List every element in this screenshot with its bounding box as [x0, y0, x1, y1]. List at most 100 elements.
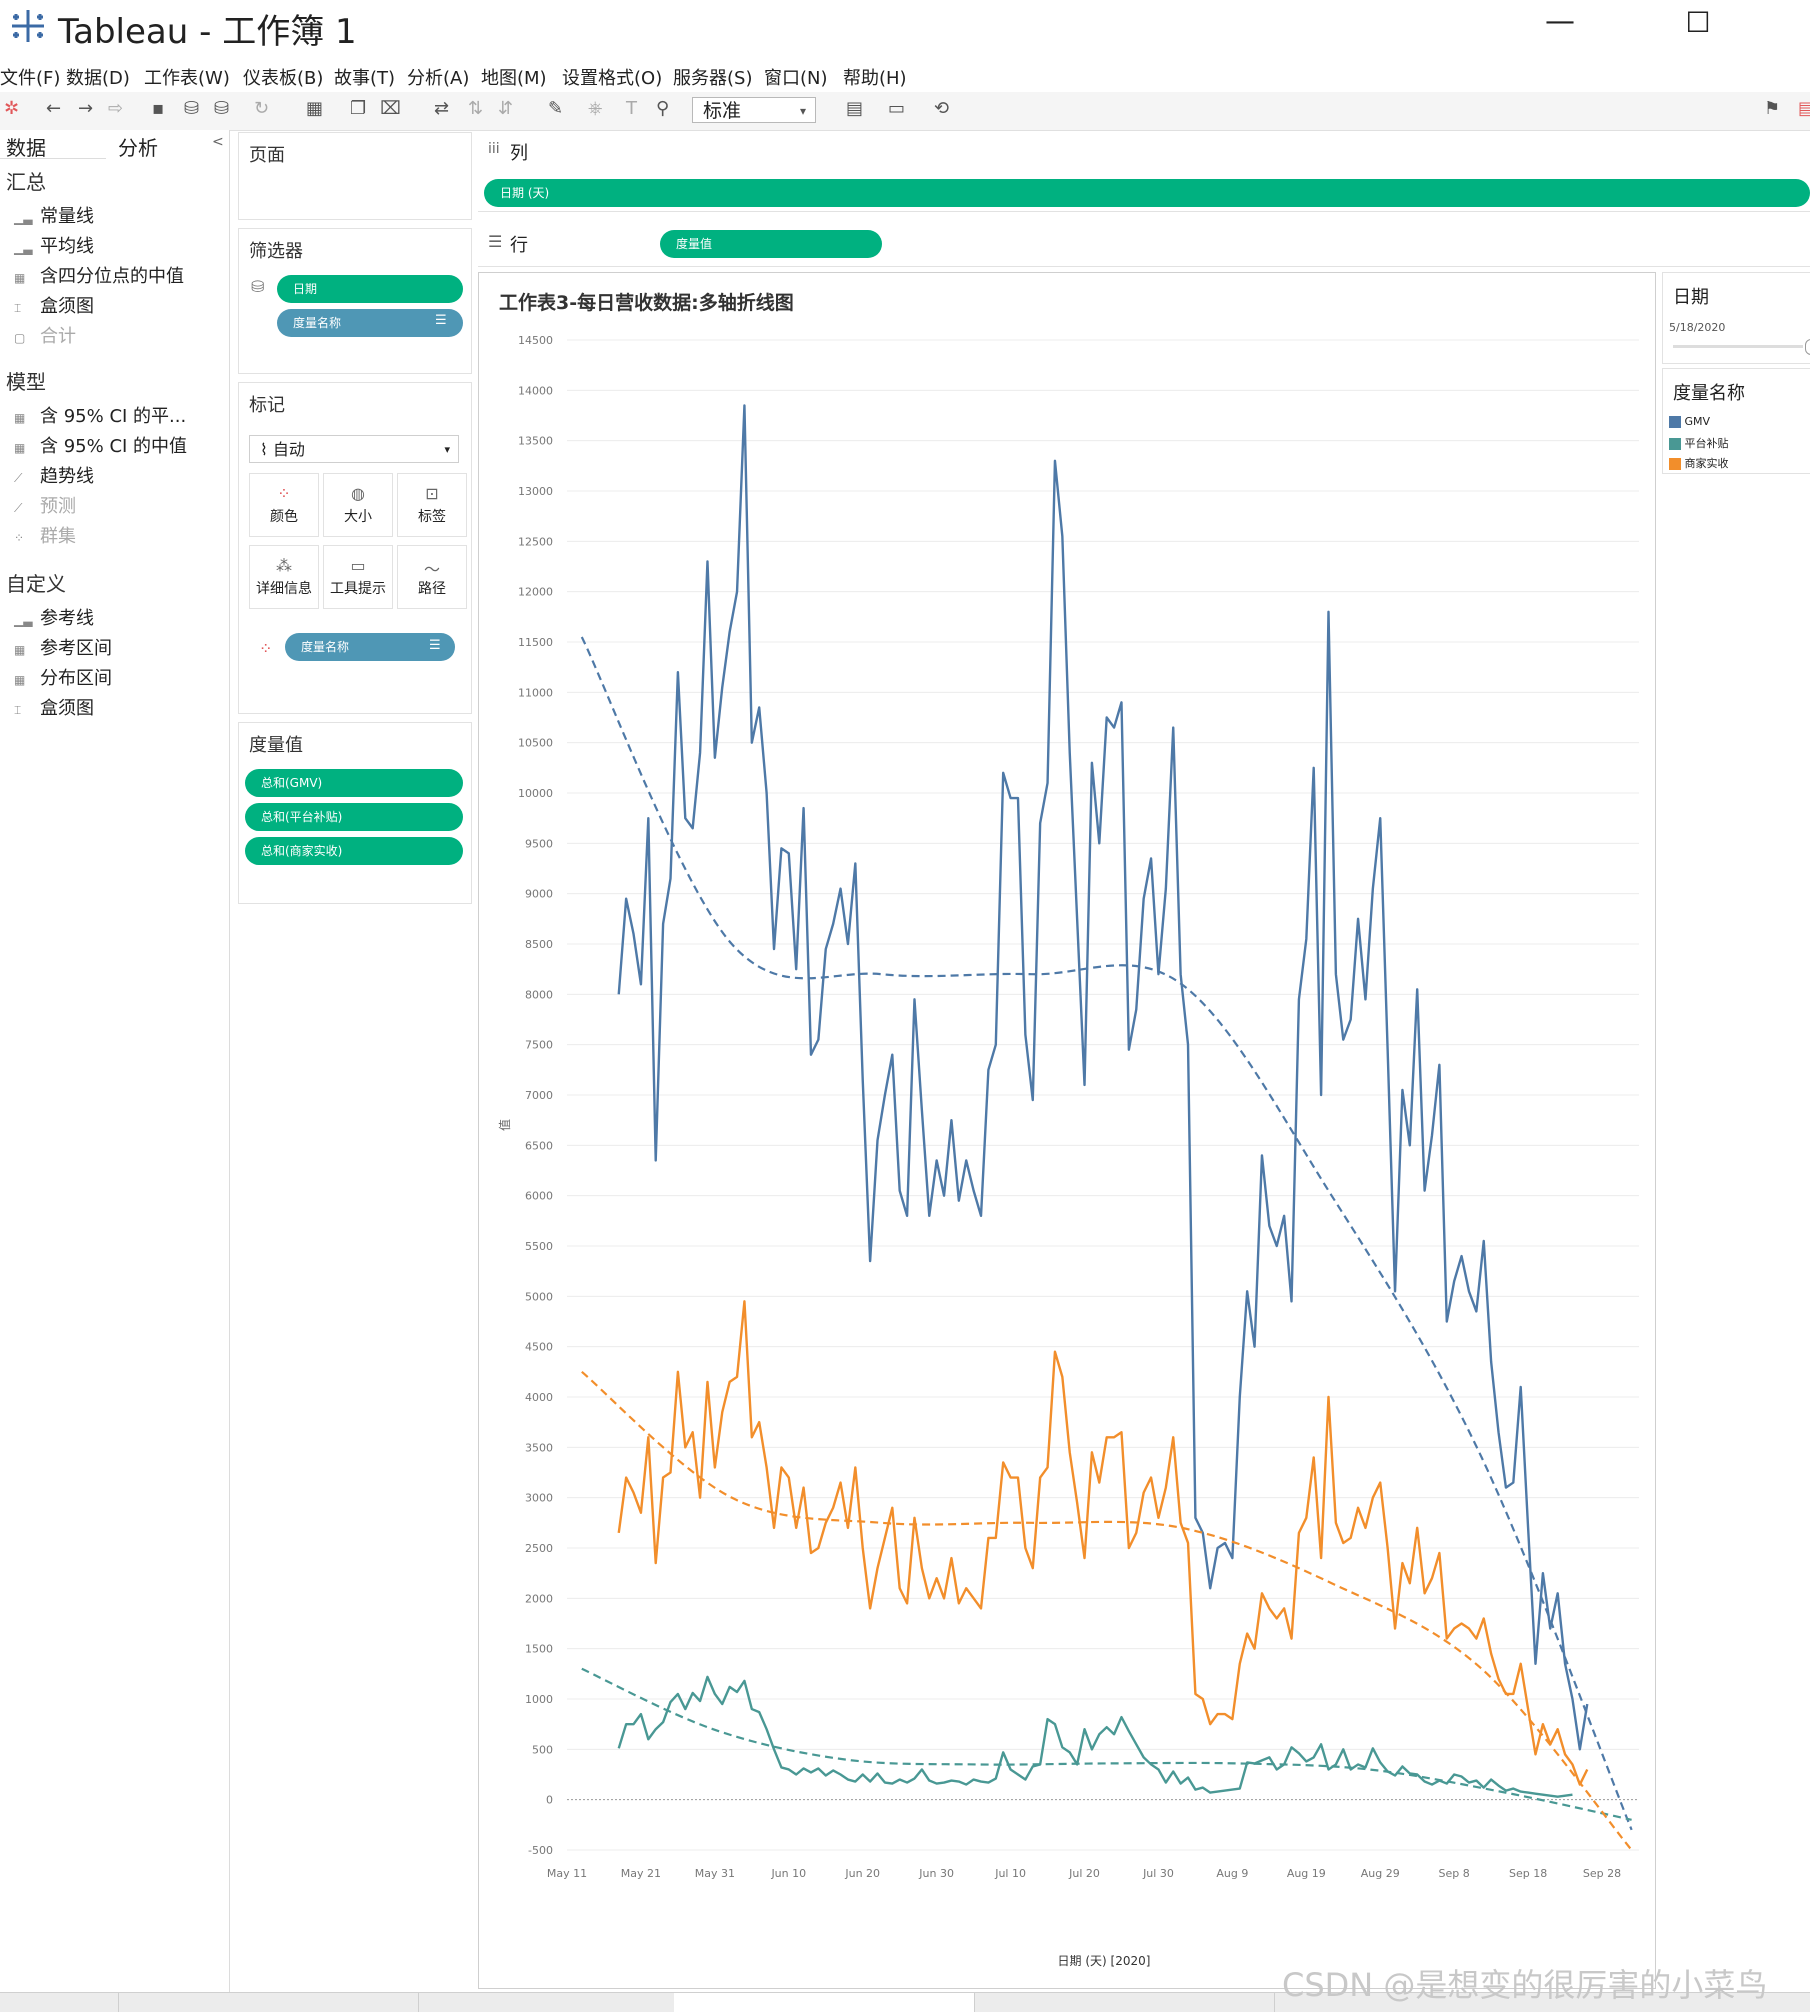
filter-pill-measure-names[interactable]: 度量名称 — [277, 309, 463, 337]
highlight-icon[interactable]: ✎ — [548, 98, 564, 119]
sheet-tab-active[interactable] — [674, 1993, 975, 2012]
duplicate-sheet-icon[interactable]: ❐ — [350, 98, 367, 119]
box-icon: ⌶ — [14, 703, 22, 717]
y-tick-label: 8000 — [525, 988, 553, 1001]
legend-item-subsidy[interactable]: 平台补贴 — [1669, 435, 1729, 451]
x-tick-label: Jun 10 — [770, 1867, 806, 1880]
group-icon[interactable]: ⎈ — [588, 98, 603, 119]
datasource-menu-icon[interactable]: ⛁ — [214, 98, 230, 119]
menu-map[interactable]: 地图(M) — [481, 68, 547, 89]
format-painter-icon[interactable]: ⚑ — [1764, 98, 1781, 119]
measure-pill-subsidy[interactable]: 总和(平台补贴) — [245, 803, 463, 831]
refresh-icon[interactable]: ↻ — [254, 98, 270, 119]
item-median-quartiles[interactable]: ▦ 含四分位点的中值 — [14, 266, 184, 287]
tab-data[interactable]: 数据 — [0, 130, 106, 160]
item-average-ci[interactable]: ▦ 含 95% CI 的平... — [14, 406, 187, 427]
item-constant-line[interactable]: ▁▃ 常量线 — [14, 206, 94, 227]
item-reference-line[interactable]: ▁▃ 参考线 — [14, 608, 94, 629]
replay-icon[interactable]: ⇨ — [108, 98, 124, 119]
show-me-icon[interactable]: ▤ — [846, 98, 864, 119]
menu-file[interactable]: 文件(F) — [0, 68, 61, 89]
trend-icon: ⟋ — [14, 471, 23, 485]
save-icon[interactable]: ▪ — [152, 98, 165, 119]
mark-size-button[interactable]: ◍ 大小 — [323, 473, 393, 537]
mark-path-button[interactable]: 〜路径 — [397, 545, 467, 609]
mark-color-button[interactable]: ⁘ 颜色 — [249, 473, 319, 537]
color-icon: ⁘ — [277, 484, 291, 503]
sort-desc-icon[interactable]: ⇵ — [498, 98, 514, 119]
mark-tooltip-button[interactable]: ▭ 工具提示 — [323, 545, 393, 609]
band-icon: ▦ — [14, 271, 26, 285]
measure-pill-gmv[interactable]: 总和(GMV) — [245, 769, 463, 797]
swap-icon[interactable]: ⇄ — [434, 98, 450, 119]
pages-card[interactable]: 页面 — [238, 132, 472, 220]
color-encoding-icon: ⁘ — [259, 639, 273, 658]
undo-icon[interactable]: ← — [46, 98, 62, 119]
line-chart: 工作表3-每日营收数据:多轴折线图 -500 0 500 1000 1500 2000 25… — [497, 291, 1639, 1968]
menu-story[interactable]: 故事(T) — [334, 68, 396, 89]
rows-shelf[interactable]: ☰ 行 度量值 — [478, 226, 1810, 267]
measure-pill-merchant[interactable]: 总和(商家实收) — [245, 837, 463, 865]
item-reference-band[interactable]: ▦ 参考区间 — [14, 638, 112, 659]
filters-title: 筛选器 — [249, 241, 303, 262]
size-icon: ◍ — [351, 484, 365, 503]
sheet-tab[interactable] — [418, 1993, 675, 2012]
tab-analysis[interactable]: 分析 < — [106, 130, 228, 160]
redo-icon[interactable]: → — [78, 98, 94, 119]
line-mark-icon: ⌇ — [260, 440, 273, 459]
filters-card[interactable]: 筛选器 ⛁ 日期 度量名称 ☰ — [238, 228, 472, 374]
forecast-icon: ⟋ — [14, 501, 23, 515]
legend-item-gmv[interactable]: GMV — [1669, 415, 1710, 428]
tableau-home-icon[interactable]: ✲ — [4, 98, 20, 119]
y-tick-label: 11000 — [518, 686, 553, 699]
item-average-line[interactable]: ▁▃ 平均线 — [14, 236, 94, 257]
legend-swatch-merchant — [1669, 458, 1681, 470]
x-tick-label: Aug 29 — [1361, 1867, 1400, 1880]
columns-pill-date[interactable]: 日期 (天) — [484, 179, 1810, 207]
menu-worksheet[interactable]: 工作表(W) — [144, 68, 230, 89]
new-datasource-icon[interactable]: ⛁ — [184, 98, 200, 119]
collapse-icon[interactable]: < — [212, 134, 224, 150]
item-distribution-band[interactable]: ▦ 分布区间 — [14, 668, 112, 689]
show-me-panel-icon[interactable]: ▤ — [1798, 98, 1810, 119]
label-icon[interactable]: T — [626, 98, 637, 119]
pin-icon[interactable]: ⚲ — [656, 98, 670, 119]
menu-data[interactable]: 数据(D) — [66, 68, 130, 89]
sheet-tab[interactable] — [118, 1993, 419, 2012]
menu-dashboard[interactable]: 仪表板(B) — [243, 68, 324, 89]
menu-window[interactable]: 窗口(N) — [764, 68, 828, 89]
date-slider-track[interactable] — [1673, 345, 1803, 348]
date-slider-handle[interactable] — [1805, 339, 1810, 355]
mark-detail-button[interactable]: ⁂ 详细信息 — [249, 545, 319, 609]
filter-options-icon[interactable]: ☰ — [435, 313, 447, 328]
item-trend-line[interactable]: ⟋ 趋势线 — [14, 466, 94, 487]
filter-pill-date[interactable]: 日期 — [277, 275, 463, 303]
y-tick-label: 6500 — [525, 1139, 553, 1152]
minimize-button[interactable]: — — [1545, 4, 1575, 39]
sheet-tab[interactable] — [0, 1993, 119, 2012]
share-icon[interactable]: ⟲ — [934, 98, 950, 119]
mark-label-button[interactable]: ⊡ 标签 — [397, 473, 467, 537]
maximize-button[interactable]: ☐ — [1685, 6, 1711, 39]
columns-shelf[interactable]: iii 列 日期 (天) — [478, 135, 1810, 212]
menu-server[interactable]: 服务器(S) — [673, 68, 753, 89]
mark-type-select[interactable]: ⌇ 自动 ▾ — [249, 435, 459, 463]
menu-analysis[interactable]: 分析(A) — [407, 68, 470, 89]
rows-pill-measure-values[interactable]: 度量值 — [660, 230, 882, 258]
item-box-plot[interactable]: ⌶ 盒须图 — [14, 296, 94, 317]
menu-format[interactable]: 设置格式(O) — [562, 68, 663, 89]
y-tick-label: 12000 — [518, 586, 553, 599]
item-box-plot-custom[interactable]: ⌶ 盒须图 — [14, 698, 94, 719]
sort-asc-icon[interactable]: ⇅ — [468, 98, 484, 119]
clear-sheet-icon[interactable]: ⌧ — [380, 98, 401, 119]
menu-help[interactable]: 帮助(H) — [843, 68, 907, 89]
presentation-icon[interactable]: ▭ — [888, 98, 906, 119]
pill-options-icon[interactable]: ☰ — [429, 638, 441, 653]
item-median-ci[interactable]: ▦ 含 95% CI 的中值 — [14, 436, 188, 457]
sheet-tab[interactable] — [974, 1993, 1275, 2012]
legend-item-merchant[interactable]: 商家实收 — [1669, 455, 1729, 471]
path-icon: 〜 — [423, 560, 440, 579]
marks-pill-measure-names[interactable]: 度量名称 — [285, 633, 455, 661]
fit-select[interactable]: 标准 — [692, 97, 816, 123]
new-worksheet-icon[interactable]: ▦ — [306, 98, 324, 119]
